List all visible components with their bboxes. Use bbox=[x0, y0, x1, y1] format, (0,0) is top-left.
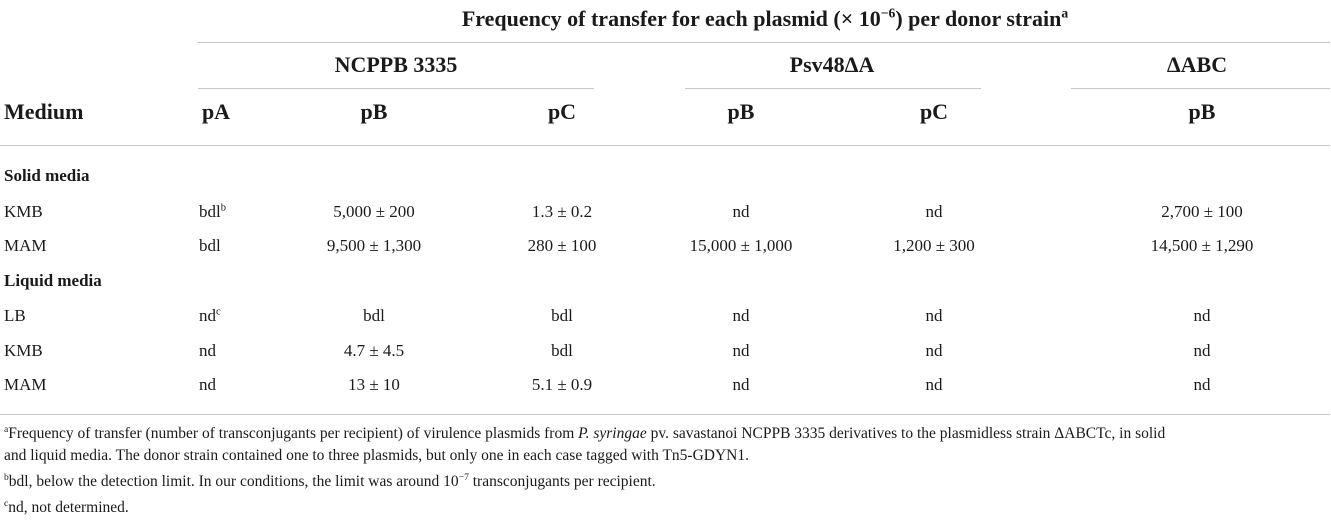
footnote-a-species: P. syringae bbox=[578, 425, 647, 442]
footnote-a: aFrequency of transfer (number of transc… bbox=[4, 423, 1165, 445]
section-label-solid: Solid media bbox=[4, 166, 90, 185]
footnote-c: cnd, not determined. bbox=[4, 497, 129, 519]
row-medium: MAM bbox=[4, 236, 47, 255]
footnote-b-exponent: −7 bbox=[458, 471, 469, 483]
cell-pb-ncppb: bdl bbox=[363, 306, 385, 325]
cell-pb-ncppb: 13 ± 10 bbox=[348, 375, 400, 394]
cell-pb-ncppb: 9,500 ± 1,300 bbox=[326, 236, 422, 255]
strain-rule-ncppb bbox=[198, 88, 594, 89]
strain-header-psv48: Psv48ΔA bbox=[789, 52, 875, 77]
column-header-medium: Medium bbox=[4, 99, 84, 124]
cell-pb-abc: nd bbox=[1193, 375, 1211, 394]
header-bottom-rule bbox=[0, 145, 1330, 146]
cell-pb-psv48: nd bbox=[732, 341, 750, 360]
cell-pc-ncppb: 1.3 ± 0.2 bbox=[531, 202, 593, 221]
column-header-pb-psv48: pB bbox=[727, 99, 755, 124]
row-medium: KMB bbox=[4, 341, 43, 360]
footnote-c-marker: c bbox=[4, 497, 9, 509]
cell-pc-ncppb: 280 ± 100 bbox=[527, 236, 597, 255]
footnote-a-text: Frequency of transfer (number of transco… bbox=[8, 425, 579, 442]
cell-pa: bdlb bbox=[199, 202, 226, 222]
footnote-marker-b: b bbox=[220, 202, 226, 214]
strain-header-abc: ΔABC bbox=[1166, 52, 1228, 77]
super-header-rule bbox=[198, 42, 1330, 43]
footnote-marker-a: a bbox=[1061, 5, 1069, 21]
strain-header-ncppb: NCPPB 3335 bbox=[334, 52, 458, 77]
cell-pc-psv48: 1,200 ± 300 bbox=[893, 236, 975, 255]
cell-pb-abc: 14,500 ± 1,290 bbox=[1150, 236, 1254, 255]
strain-rule-psv48 bbox=[685, 88, 981, 89]
footnote-a-marker: a bbox=[4, 423, 9, 435]
cell-pb-abc: nd bbox=[1193, 306, 1211, 325]
footnote-b-suffix: transconjugants per recipient. bbox=[468, 473, 656, 490]
cell-pc-psv48: nd bbox=[925, 375, 943, 394]
column-header-pb-ncppb: pB bbox=[360, 99, 388, 124]
section-label-liquid: Liquid media bbox=[4, 271, 102, 290]
cell-pb-ncppb: 4.7 ± 4.5 bbox=[343, 341, 405, 360]
cell-pa-value: bdl bbox=[199, 202, 221, 221]
cell-pc-psv48: nd bbox=[925, 202, 943, 221]
cell-pa: nd bbox=[199, 375, 216, 394]
column-header-pc-psv48: pC bbox=[919, 99, 949, 124]
column-header-pc-ncppb: pC bbox=[547, 99, 577, 124]
cell-pc-ncppb: bdl bbox=[551, 341, 573, 360]
column-header-pb-abc: pB bbox=[1188, 99, 1216, 124]
cell-pb-ncppb: 5,000 ± 200 bbox=[333, 202, 415, 221]
row-medium: MAM bbox=[4, 375, 47, 394]
column-header-pa: pA bbox=[201, 99, 231, 124]
footnote-b-text: bdl, below the detection limit. In our c… bbox=[8, 473, 459, 490]
table-super-header: Frequency of transfer for each plasmid (… bbox=[462, 6, 1068, 32]
cell-pb-psv48: nd bbox=[732, 202, 750, 221]
cell-pb-abc: nd bbox=[1193, 341, 1211, 360]
cell-pb-abc: 2,700 ± 100 bbox=[1161, 202, 1243, 221]
cell-pa: ndc bbox=[199, 306, 221, 326]
cell-pa-value: nd bbox=[199, 306, 216, 325]
footnote-a-line2: and liquid media. The donor strain conta… bbox=[4, 447, 749, 464]
footnote-c-text: nd, not determined. bbox=[8, 499, 129, 516]
cell-pb-psv48: nd bbox=[732, 375, 750, 394]
footnote-a-text-cont: pv. savastanoi NCPPB 3335 derivatives to… bbox=[646, 425, 1166, 442]
super-header-suffix: ) per donor strain bbox=[895, 6, 1062, 31]
row-medium: LB bbox=[4, 306, 26, 325]
cell-pc-ncppb: bdl bbox=[551, 306, 573, 325]
super-header-exponent: −6 bbox=[880, 5, 896, 21]
super-header-prefix: Frequency of transfer for each plasmid (… bbox=[461, 6, 881, 31]
cell-pb-psv48: 15,000 ± 1,000 bbox=[689, 236, 793, 255]
cell-pb-psv48: nd bbox=[732, 306, 750, 325]
table-bottom-rule bbox=[0, 414, 1330, 415]
footnote-marker-c: c bbox=[216, 306, 221, 318]
footnote-b-marker: b bbox=[4, 471, 9, 483]
cell-pc-psv48: nd bbox=[925, 306, 943, 325]
cell-pa: bdl bbox=[199, 236, 221, 255]
row-medium: KMB bbox=[4, 202, 43, 221]
strain-rule-abc bbox=[1071, 88, 1330, 89]
footnote-b: bbdl, below the detection limit. In our … bbox=[4, 471, 656, 493]
cell-pc-psv48: nd bbox=[925, 341, 943, 360]
cell-pc-ncppb: 5.1 ± 0.9 bbox=[531, 375, 593, 394]
cell-pa: nd bbox=[199, 341, 216, 360]
